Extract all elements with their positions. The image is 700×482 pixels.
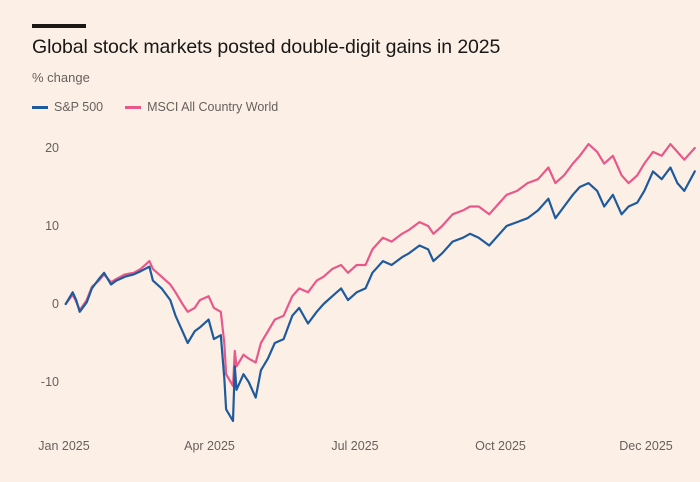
x-tick-label: Apr 2025 [184,439,235,453]
series-line-msci [64,143,696,387]
x-tick-label: Jul 2025 [331,439,378,453]
x-tick-label: Jan 2025 [38,439,89,453]
chart-legend: S&P 500 MSCI All Country World [32,100,300,114]
brand-topbar [32,24,86,28]
legend-label-sp500: S&P 500 [54,100,104,114]
legend-item-msci: MSCI All Country World [125,100,278,114]
y-axis-ticks: 20 10 0 -10 [41,141,59,389]
x-tick-label: Dec 2025 [619,439,673,453]
x-tick-label: Oct 2025 [475,439,526,453]
legend-swatch-sp500 [32,105,48,109]
legend-label-msci: MSCI All Country World [147,100,279,114]
legend-item-sp500: S&P 500 [32,100,103,114]
chart-series [64,143,696,423]
chart-subtitle: % change [32,70,90,85]
legend-swatch-msci [125,105,142,109]
y-tick-label: 10 [45,219,59,233]
series-line-sp500 [64,166,696,423]
y-tick-label: -10 [41,375,59,389]
x-axis-ticks: Jan 2025 Apr 2025 Jul 2025 Oct 2025 Dec 2025 [38,439,673,453]
chart-title: Global stock markets posted double-digit… [32,36,501,58]
y-tick-label: 20 [45,141,59,155]
y-tick-label: 0 [52,297,59,311]
